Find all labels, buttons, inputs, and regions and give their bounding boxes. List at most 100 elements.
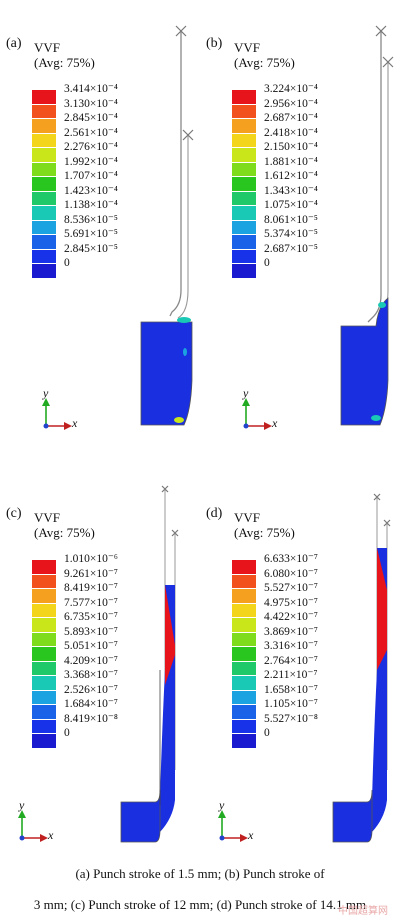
legend-value: 3.130×10⁻⁴	[64, 97, 118, 110]
legend-swatch	[32, 205, 56, 220]
legend-value: 8.061×10⁻⁵	[264, 213, 318, 226]
fem-contour-drawing	[340, 25, 394, 426]
legend-swatch	[232, 89, 256, 104]
legend-value: 4.422×10⁻⁷	[264, 611, 318, 623]
legend-value: 1.010×10⁻⁶	[64, 553, 118, 565]
legend-value: 0	[264, 257, 270, 269]
legend-swatch	[32, 675, 56, 690]
legend-value: 7.577×10⁻⁷	[64, 596, 118, 609]
legend-swatch	[232, 205, 256, 220]
legend-swatch	[232, 176, 256, 191]
legend-swatch	[232, 617, 256, 632]
legend-swatch	[232, 132, 256, 147]
legend-swatch	[32, 161, 56, 176]
fem-contour-drawing	[332, 493, 391, 843]
legend-swatch	[232, 190, 256, 205]
legend-value: 1.684×10⁻⁷	[64, 698, 118, 710]
legend-swatch	[232, 660, 256, 675]
legend-swatch	[232, 631, 256, 646]
legend-value: 5.691×10⁻⁵	[64, 228, 118, 240]
legend-swatch	[232, 704, 256, 719]
legend-value: 4.975×10⁻⁷	[264, 596, 318, 609]
legend-swatch	[232, 733, 256, 748]
legend-swatch	[32, 89, 56, 104]
legend-value: 1.881×10⁻⁴	[264, 155, 318, 168]
legend-value: 2.956×10⁻⁴	[264, 97, 318, 110]
legend-swatch	[32, 602, 56, 617]
legend-title: VVF (Avg: 75%)	[34, 40, 95, 70]
legend-value: 2.764×10⁻⁷	[264, 654, 318, 667]
legend-swatch	[32, 559, 56, 574]
axis-triad-icon	[42, 398, 72, 430]
legend-value: 2.150×10⁻⁴	[264, 141, 318, 153]
legend-value: 2.845×10⁻⁵	[64, 242, 118, 255]
legend-value: 4.209×10⁻⁷	[64, 654, 118, 667]
legend-value: 1.658×10⁻⁷	[264, 683, 318, 696]
axis-triad-icon	[218, 810, 248, 842]
legend-value: 1.612×10⁻⁴	[264, 170, 318, 182]
legend-title-line-1: VVF	[34, 40, 61, 55]
legend-title-line-1: VVF	[34, 510, 61, 525]
axis-triad-icon	[18, 810, 48, 842]
legend-value: 0	[64, 257, 70, 269]
legend-title-line-2: (Avg: 75%)	[34, 525, 95, 540]
legend-swatch	[232, 646, 256, 661]
legend-value: 2.561×10⁻⁴	[64, 126, 118, 139]
legend-swatch	[232, 147, 256, 162]
legend-value: 1.138×10⁻⁴	[64, 199, 118, 211]
legend-value: 1.075×10⁻⁴	[264, 199, 318, 211]
legend-swatch	[232, 234, 256, 249]
figure-caption-line-1: (a) Punch stroke of 1.5 mm; (b) Punch st…	[75, 866, 325, 881]
panel-label: (b)	[206, 36, 223, 51]
y-axis-label: y	[19, 798, 25, 812]
legend-value: 3.869×10⁻⁷	[264, 625, 318, 638]
figure-caption-line-2: 3 mm; (c) Punch stroke of 12 mm; (d) Pun…	[33, 897, 367, 912]
legend-swatch	[232, 263, 256, 278]
panel-c: (c) VVF (Avg: 75%) 1.010×10⁻⁶ 9.261×10⁻⁷ 8…	[0, 470, 200, 910]
y-axis-label: y	[243, 386, 249, 400]
legend-swatch	[32, 646, 56, 661]
legend-value: 2.687×10⁻⁴	[264, 112, 318, 124]
legend-value: 6.633×10⁻⁷	[264, 553, 318, 565]
legend-swatch	[232, 675, 256, 690]
legend-swatch	[232, 718, 256, 733]
panel-b: (b) VVF (Avg: 75%) 3.224×10⁻⁴ 2.956×10⁻⁴ 2…	[200, 0, 400, 440]
legend-title-line-1: VVF	[234, 510, 261, 525]
y-axis-label: y	[219, 798, 225, 812]
coordinate-triad: y x	[16, 798, 58, 849]
legend-value: 1.105×10⁻⁷	[264, 698, 318, 710]
panel-a: (a) VVF (Avg: 75%) 3.414×10⁻⁴ 3.130×10⁻⁴ 2…	[0, 0, 200, 440]
legend-title: VVF (Avg: 75%)	[234, 510, 295, 540]
legend-value: 6.080×10⁻⁷	[264, 567, 318, 580]
legend-value: 3.224×10⁻⁴	[264, 83, 318, 95]
legend-value: 2.276×10⁻⁴	[64, 141, 118, 153]
panel-label: (a)	[6, 36, 22, 51]
legend-swatch	[232, 559, 256, 574]
legend-swatch	[32, 588, 56, 603]
legend-value: 1.707×10⁻⁴	[64, 170, 118, 182]
legend-swatch	[32, 103, 56, 118]
panel-d: (d) VVF (Avg: 75%) 6.633×10⁻⁷ 6.080×10⁻⁷ 5…	[200, 470, 400, 910]
legend-swatch	[32, 660, 56, 675]
x-axis-label: x	[272, 416, 278, 430]
legend-swatch	[232, 118, 256, 133]
coordinate-triad: y x	[216, 798, 258, 849]
legend-value: 3.316×10⁻⁷	[264, 640, 318, 652]
legend-swatch	[232, 573, 256, 588]
panel-label: (d)	[206, 506, 223, 521]
legend-value: 9.261×10⁻⁷	[64, 567, 118, 580]
legend-swatch	[32, 573, 56, 588]
legend-title: VVF (Avg: 75%)	[234, 40, 295, 70]
coordinate-triad: y x	[40, 386, 82, 437]
legend-value: 2.687×10⁻⁵	[264, 242, 318, 255]
legend-value: 8.419×10⁻⁷	[64, 582, 118, 594]
legend-swatch	[32, 689, 56, 704]
legend-swatch	[32, 263, 56, 278]
legend-value: 5.893×10⁻⁷	[64, 625, 118, 638]
x-axis-label: x	[248, 828, 254, 842]
x-axis-label: x	[72, 416, 78, 430]
legend-value: 5.051×10⁻⁷	[64, 640, 118, 652]
legend-title-line-1: VVF	[234, 40, 261, 55]
legend-value: 6.735×10⁻⁷	[64, 611, 118, 623]
legend-value: 2.418×10⁻⁴	[264, 126, 318, 139]
